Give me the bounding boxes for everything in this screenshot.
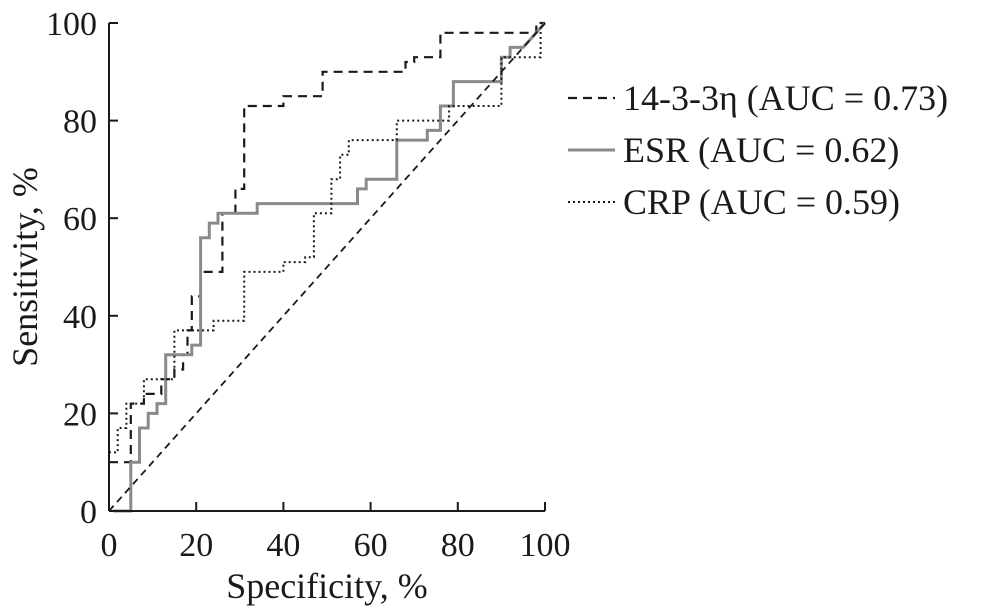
y-tick-label: 20 (63, 396, 97, 433)
y-axis-label: Sensitivity, % (5, 167, 45, 367)
axes (108, 23, 545, 512)
x-axis-label: Specificity, % (226, 566, 428, 606)
x-tick-label: 0 (101, 527, 118, 564)
x-tick-label: 20 (179, 527, 213, 564)
legend-label-0: 14-3-3η (AUC = 0.73) (623, 78, 948, 118)
legend-label-2: CRP (AUC = 0.59) (623, 182, 900, 222)
plot-lines (108, 21, 547, 513)
reference-diagonal-line (108, 22, 546, 512)
series-line-2 (109, 22, 545, 454)
x-tick-label: 80 (441, 527, 475, 564)
y-tick-label: 100 (46, 6, 97, 43)
legend-label-1: ESR (AUC = 0.62) (623, 130, 899, 170)
y-tick-label: 80 (63, 104, 97, 141)
ticks: 0 20 40 60 80 100 0 20 40 60 80 100 (46, 6, 571, 564)
series-line-0 (109, 21, 545, 464)
y-tick-label: 40 (63, 299, 97, 336)
series-line-1 (113, 22, 547, 513)
y-tick-label: 60 (63, 201, 97, 238)
x-tick-label: 60 (354, 527, 388, 564)
x-tick-label: 100 (520, 527, 571, 564)
legend: 14-3-3η (AUC = 0.73) ESR (AUC = 0.62) CRP … (568, 78, 948, 222)
x-tick-label: 40 (266, 527, 300, 564)
y-tick-label: 0 (80, 494, 97, 531)
